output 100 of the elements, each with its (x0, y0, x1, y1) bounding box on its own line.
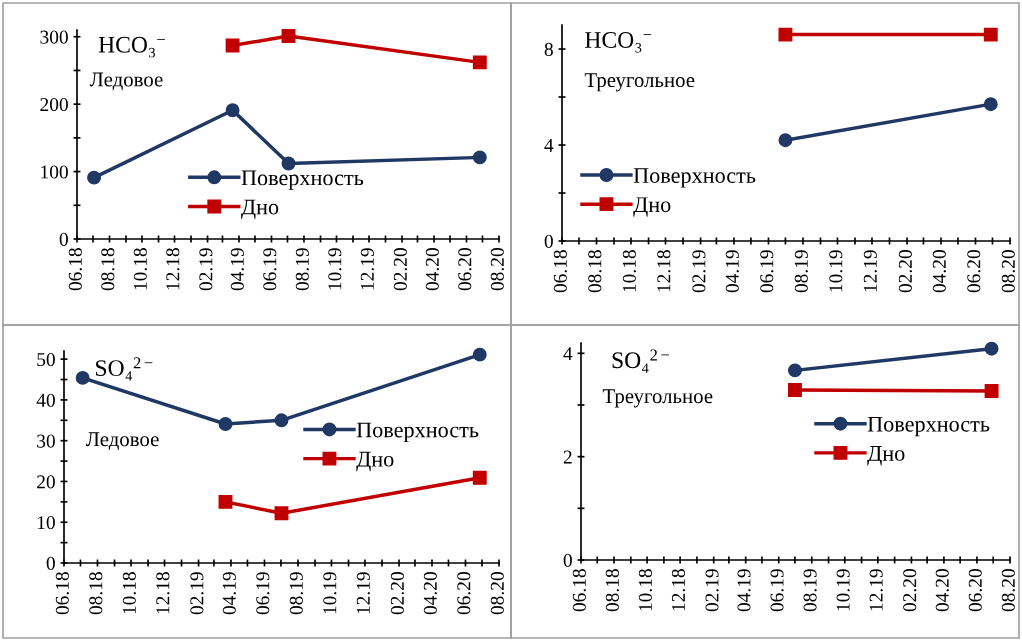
x-tick-label: 06.18 (572, 569, 586, 612)
x-tick-label: 08.20 (1001, 569, 1015, 612)
x-tick-label: 02.20 (390, 572, 404, 615)
x-tick-label: 10.18 (122, 572, 136, 614)
x-tick-label: 08.18 (101, 248, 115, 291)
x-tick-label: 10.19 (829, 250, 843, 292)
x-tick-label: 10.19 (328, 248, 342, 290)
legend-label: Поверхность (356, 422, 479, 442)
x-tick-label: 02.20 (898, 250, 912, 293)
point (218, 494, 233, 509)
point (218, 417, 233, 431)
x-tick-label: 08.20 (490, 248, 504, 291)
x-tick-label: 06.20 (458, 248, 472, 291)
x-tick-label: 04.20 (932, 250, 946, 293)
y-tick-label: 300 (40, 30, 68, 44)
x-tick-label: 06.20 (968, 569, 982, 612)
x-tick-label: 08.18 (89, 572, 103, 615)
y-tick-label: 30 (37, 434, 55, 448)
point (788, 383, 802, 397)
x-tick-label: 06.18 (55, 572, 69, 615)
x-tick-label: 02.19 (692, 250, 706, 293)
annotation: Треугольное (602, 389, 713, 408)
point (984, 341, 999, 356)
point (281, 156, 296, 171)
x-tick-label: 04.19 (725, 250, 739, 293)
y-tick-label: 0 (563, 553, 572, 567)
annotation: Треугольное (584, 73, 695, 92)
annotation: HCO₃$^{−}$ (98, 36, 165, 58)
point (983, 97, 998, 112)
point (472, 470, 487, 485)
point (778, 27, 793, 42)
x-tick-label: 12.19 (869, 569, 883, 611)
point (778, 133, 793, 148)
point (75, 370, 90, 385)
point (983, 27, 998, 42)
x-tick-label: 02.20 (903, 569, 917, 612)
x-tick-label: 02.19 (199, 248, 213, 291)
x-tick-label: 04.19 (230, 248, 244, 291)
x-tick-label: 12.18 (156, 572, 170, 614)
x-tick-label: 06.20 (967, 250, 981, 293)
x-tick-label: 08.20 (490, 572, 504, 615)
x-tick-label: 10.19 (323, 572, 337, 614)
x-tick-label: 04.19 (737, 569, 751, 612)
point (274, 506, 289, 521)
x-tick-label: 10.18 (622, 250, 636, 292)
x-tick-label: 08.19 (794, 250, 808, 293)
y-tick-label: 0 (59, 232, 68, 246)
y-tick-label: 0 (544, 234, 553, 248)
legend-label: Дно (867, 446, 905, 466)
point (87, 170, 101, 185)
x-tick-label: 08.20 (1001, 250, 1015, 293)
point (788, 363, 802, 378)
y-tick-label: 200 (40, 97, 68, 112)
x-tick-label: 02.19 (190, 572, 204, 615)
legend-label: Дно (356, 451, 394, 472)
x-tick-label: 02.19 (705, 569, 719, 612)
legend-label: Поверхность (633, 168, 756, 188)
x-tick-label: 12.19 (356, 572, 370, 614)
x-tick-label: 06.18 (68, 248, 82, 291)
y-tick-label: 0 (46, 556, 55, 570)
x-tick-label: 04.20 (425, 248, 439, 291)
annotation: Ледовое (89, 72, 163, 91)
point (225, 103, 240, 118)
point (472, 55, 487, 70)
x-tick-label: 12.18 (657, 250, 671, 292)
x-tick-label: 04.20 (423, 572, 437, 615)
y-tick-label: 20 (37, 475, 55, 489)
point (472, 150, 487, 165)
x-tick-label: 06.20 (457, 572, 471, 615)
legend-label: Дно (241, 199, 279, 219)
point (274, 413, 289, 428)
x-tick-label: 10.18 (638, 569, 653, 611)
x-tick-label: 08.19 (289, 572, 303, 615)
y-tick-label: 4 (544, 138, 554, 152)
x-tick-label: 12.18 (671, 569, 686, 611)
x-tick-label: 06.19 (256, 572, 270, 615)
x-tick-label: 08.18 (605, 569, 619, 612)
legend-label: Поверхность (241, 170, 364, 190)
y-tick-label: 4 (563, 347, 573, 361)
point (281, 29, 296, 44)
y-tick-label: 40 (36, 393, 55, 407)
legend-label: Дно (633, 197, 671, 217)
y-tick-label: 2 (563, 450, 572, 464)
y-tick-label: 8 (544, 42, 553, 56)
x-tick-label: 08.19 (295, 248, 309, 291)
legend-label: Поверхность (867, 416, 990, 437)
x-tick-label: 12.18 (166, 248, 180, 290)
point (984, 384, 999, 398)
x-tick-label: 08.18 (588, 250, 602, 293)
x-tick-label: 12.19 (863, 250, 877, 292)
annotation: Ледовое (85, 432, 159, 451)
y-tick-label: 50 (37, 352, 55, 367)
x-tick-label: 10.18 (133, 248, 147, 290)
x-tick-label: 08.19 (803, 569, 817, 612)
x-tick-label: 06.19 (770, 569, 784, 612)
point (472, 347, 487, 362)
annotation: SO₄$^{2−}$ (612, 349, 669, 373)
x-tick-label: 04.20 (935, 569, 949, 612)
annotation: SO₄$^{2−}$ (96, 357, 153, 381)
x-tick-label: 12.19 (360, 248, 374, 290)
